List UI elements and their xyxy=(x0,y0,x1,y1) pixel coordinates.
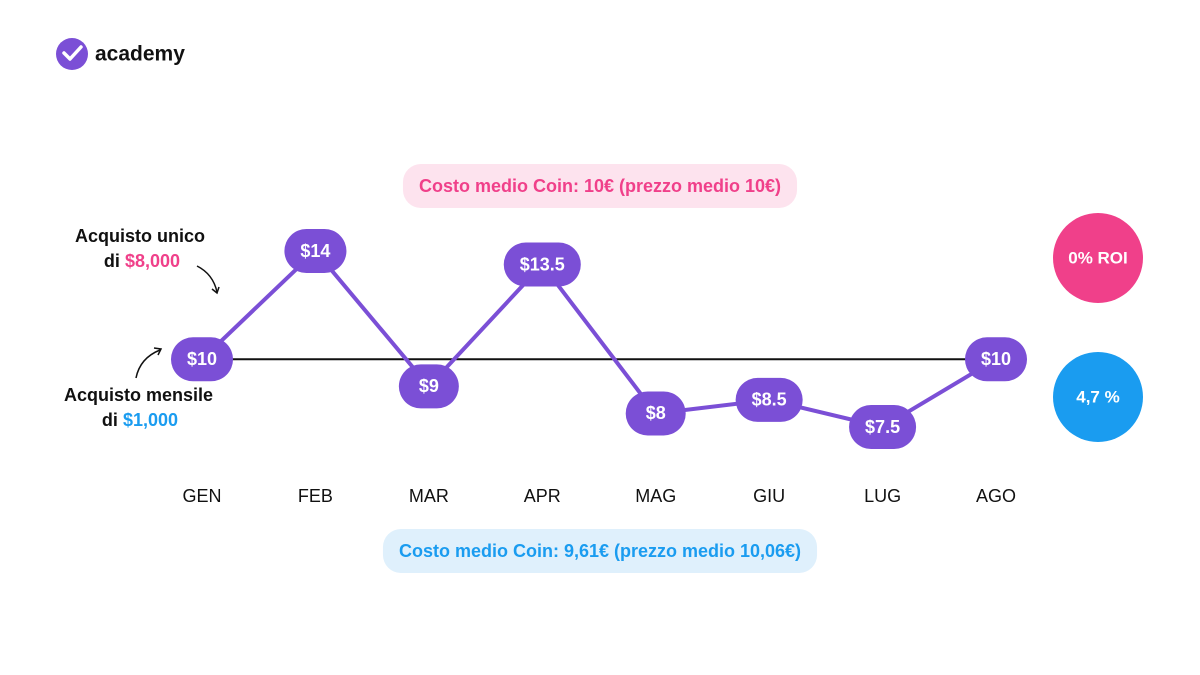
roi-text: 0% ROI xyxy=(1068,248,1128,267)
roi-circle xyxy=(1053,352,1143,442)
arrow xyxy=(135,349,161,379)
lump-amount-line: di $8,000 xyxy=(104,251,180,271)
point-pill xyxy=(398,364,459,409)
x-tick-label: MAG xyxy=(635,486,676,506)
monthly-amount: $1,000 xyxy=(123,410,178,430)
arrow-head xyxy=(211,286,220,295)
summary-pill xyxy=(382,529,818,573)
summary-text: Costo medio Coin: 9,61€ (prezzo medio 10… xyxy=(399,541,801,561)
summary-text: Costo medio Coin: 10€ (prezzo medio 10€) xyxy=(419,176,781,196)
value-label: $10 xyxy=(981,349,1011,369)
value-label: $13.5 xyxy=(520,254,565,274)
lump-label: Acquisto unico xyxy=(75,226,205,246)
x-tick-label: GEN xyxy=(182,486,221,506)
point-pill xyxy=(284,229,347,273)
lump-prefix: di xyxy=(104,251,120,271)
point-pill xyxy=(625,391,686,436)
brand: academy xyxy=(95,43,185,66)
lump-amount: $8,000 xyxy=(125,251,180,271)
monthly-label: Acquisto mensile xyxy=(64,385,213,405)
roi-circle xyxy=(1053,213,1143,303)
summary-pill xyxy=(402,164,798,208)
logo-icon xyxy=(56,38,88,70)
point-pill xyxy=(503,242,581,287)
value-label: $8.5 xyxy=(752,390,787,410)
x-tick-label: GIU xyxy=(753,486,785,506)
x-tick-label: AGO xyxy=(976,486,1016,506)
x-tick-label: MAR xyxy=(409,486,449,506)
x-tick-label: FEB xyxy=(298,486,333,506)
value-label: $14 xyxy=(300,241,330,261)
monthly-amount-line: di $1,000 xyxy=(102,410,178,430)
monthly-prefix: di xyxy=(102,410,118,430)
value-label: $10 xyxy=(187,349,217,369)
point-pill xyxy=(735,377,803,422)
arrow xyxy=(196,265,218,293)
value-label: $9 xyxy=(419,376,439,396)
value-label: $8 xyxy=(646,403,666,423)
point-pill xyxy=(849,405,917,449)
arrow-head xyxy=(153,347,163,356)
roi-text: 4,7 % xyxy=(1076,387,1119,406)
x-tick-label: LUG xyxy=(864,486,901,506)
point-pill xyxy=(964,337,1028,382)
logo-check xyxy=(62,45,83,61)
point-pill xyxy=(170,337,234,382)
logo: academy xyxy=(56,38,185,70)
value-label: $7.5 xyxy=(865,417,900,437)
x-tick-label: APR xyxy=(524,486,561,506)
